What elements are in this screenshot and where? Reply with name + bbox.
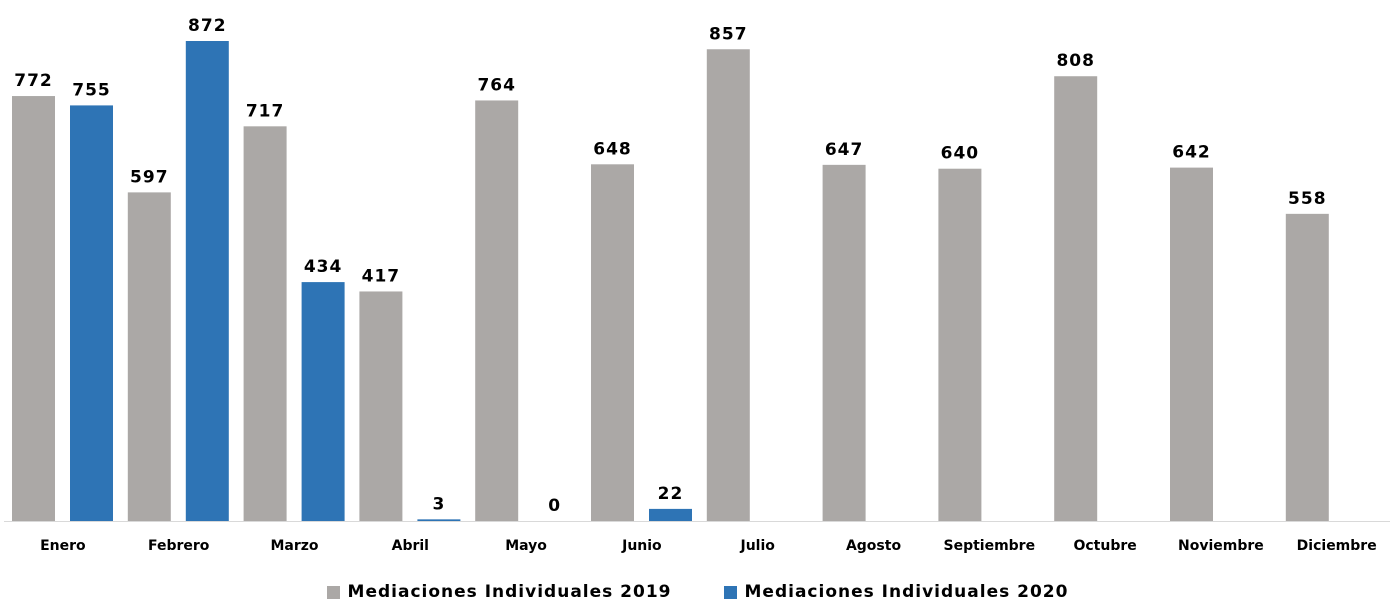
bar-2019-diciembre [1285,213,1329,521]
bar-2020-marzo [301,282,345,521]
data-label-2020-junio: 22 [658,484,684,504]
legend-item-2020: Mediaciones Individuales 2020 [723,582,1069,602]
data-label-2019-mayo: 764 [477,75,516,95]
data-label-2020-marzo: 434 [304,257,343,277]
legend-item-2019: Mediaciones Individuales 2019 [326,582,672,602]
x-tick-label-noviembre: Noviembre [1178,538,1264,554]
data-label-2019-noviembre: 642 [1172,143,1211,163]
bar-2019-abril [359,291,403,521]
data-label-2020-febrero: 872 [188,16,227,36]
x-tick-label-septiembre: Septiembre [943,538,1035,554]
x-tick-label-octubre: Octubre [1073,538,1136,554]
x-tick-label-abril: Abril [392,538,429,554]
data-label-2019-octubre: 808 [1056,51,1095,71]
data-label-2019-marzo: 717 [246,101,285,121]
data-label-2020-abril: 3 [432,494,445,514]
bar-2019-julio [706,49,750,521]
data-label-2019-julio: 857 [709,24,748,44]
bar-2019-enero [12,96,55,521]
data-label-2019-junio: 648 [593,139,632,159]
x-tick-label-mayo: Mayo [505,538,547,554]
data-label-2019-enero: 772 [14,71,53,91]
data-label-2020-enero: 755 [72,80,111,100]
bar-2019-agosto [822,164,866,521]
x-tick-label-marzo: Marzo [270,538,318,554]
data-label-2019-septiembre: 640 [941,144,980,164]
x-tick-label-diciembre: Diciembre [1297,538,1377,554]
data-label-2019-agosto: 647 [825,140,864,160]
legend-label-2020: Mediaciones Individuales 2020 [744,582,1069,602]
legend: Mediaciones Individuales 2019 Mediacione… [0,582,1395,602]
x-tick-label-agosto: Agosto [846,538,902,554]
bar-2020-abril [417,519,461,521]
bar-2020-febrero [185,41,229,521]
data-label-2019-febrero: 597 [130,167,169,187]
legend-label-2019: Mediaciones Individuales 2019 [347,582,672,602]
data-label-2019-abril: 417 [362,266,401,286]
bar-2020-enero [70,105,113,521]
bar-2019-mayo [475,100,519,522]
bar-2019-noviembre [1170,167,1213,521]
data-label-2019-diciembre: 558 [1288,189,1327,209]
data-label-2020-mayo: 0 [548,496,561,516]
bar-2019-septiembre [938,168,982,521]
x-tick-label-junio: Junio [621,538,662,554]
x-tick-label-enero: Enero [40,538,86,554]
x-tick-label-julio: Julio [739,538,775,554]
x-tick-label-febrero: Febrero [148,538,210,554]
bar-2019-febrero [127,192,171,521]
bar-2019-junio [591,164,634,522]
bar-2019-marzo [243,126,287,521]
legend-swatch-2019 [326,585,340,599]
bar-2019-octubre [1054,76,1098,521]
legend-swatch-2020 [723,585,737,599]
bar-2020-junio [649,508,692,521]
